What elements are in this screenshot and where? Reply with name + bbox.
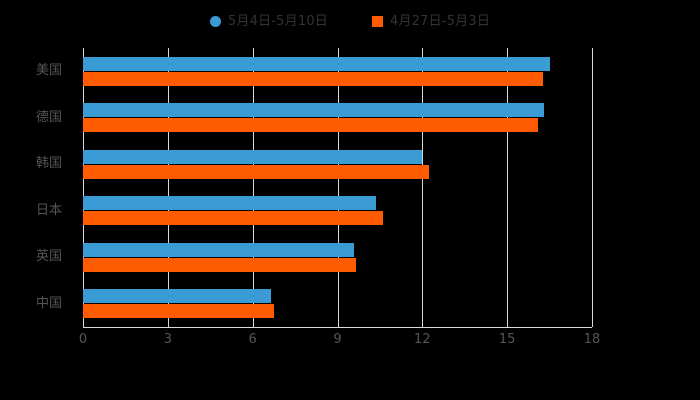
- gridline-x-3: [167, 48, 169, 327]
- bar-series-0[interactable]: [83, 289, 272, 304]
- y-axis-label-4: 英国: [35, 249, 62, 265]
- x-axis-tick-label: 12: [414, 332, 431, 347]
- x-axis-line: [83, 327, 592, 328]
- x-axis: 0 3 6 9 12 15 18: [79, 327, 600, 357]
- legend-marker-circle-icon: [209, 15, 221, 27]
- bar-group: [83, 149, 592, 179]
- y-axis-label-1: 德国: [35, 109, 62, 125]
- bar-series-1[interactable]: [83, 211, 383, 226]
- legend-label-series-0: 5月4日-5月10日: [227, 13, 328, 29]
- gridline-x-6: [252, 48, 254, 327]
- y-axis-label-2: 韩国: [35, 156, 62, 172]
- bar-series-0[interactable]: [83, 242, 355, 257]
- bar-group: [83, 242, 592, 272]
- bar-series-0[interactable]: [83, 149, 423, 164]
- gridline-x-18: [592, 48, 593, 327]
- legend-item-series-1[interactable]: 4月27日-5月3日: [372, 11, 490, 31]
- legend-label-series-1: 4月27日-5月3日: [390, 13, 491, 29]
- gridline-x-9: [337, 48, 339, 327]
- bar-series-0[interactable]: [83, 56, 550, 71]
- bar-group: [83, 196, 592, 226]
- chart-legend: 5月4日-5月10日 4月27日-5月3日: [0, 8, 700, 34]
- bar-series-1[interactable]: [83, 304, 274, 319]
- bar-group: [83, 103, 592, 133]
- bar-group: [83, 56, 592, 86]
- plot-area: [83, 48, 593, 327]
- y-axis-label-0: 美国: [35, 63, 62, 79]
- bar-series-0[interactable]: [83, 196, 376, 211]
- bar-group: [83, 289, 592, 319]
- bar-series-1[interactable]: [83, 164, 430, 179]
- y-axis-label-3: 日本: [35, 202, 62, 218]
- gridline-x-12: [422, 48, 424, 327]
- legend-item-series-0[interactable]: 5月4日-5月10日: [209, 11, 328, 31]
- gridline-x-0: [83, 48, 84, 327]
- y-axis-category-labels: 美国德国韩国日本英国中国: [0, 48, 72, 327]
- x-axis-tick-label: 3: [163, 332, 172, 347]
- legend-marker-square-icon: [372, 15, 383, 27]
- bar-series-1[interactable]: [83, 118, 539, 133]
- y-axis-label-5: 中国: [35, 295, 62, 311]
- bar-series-1[interactable]: [83, 71, 543, 86]
- bar-series-0[interactable]: [83, 103, 544, 118]
- x-axis-tick-label: 18: [583, 332, 601, 347]
- bar-series-1[interactable]: [83, 257, 356, 272]
- x-axis-tick-label: 9: [333, 332, 342, 347]
- x-axis-tick-label: 15: [498, 332, 516, 347]
- x-axis-tick-label: 0: [78, 332, 88, 347]
- gridline-x-15: [507, 48, 509, 327]
- x-axis-tick-label: 6: [248, 332, 257, 347]
